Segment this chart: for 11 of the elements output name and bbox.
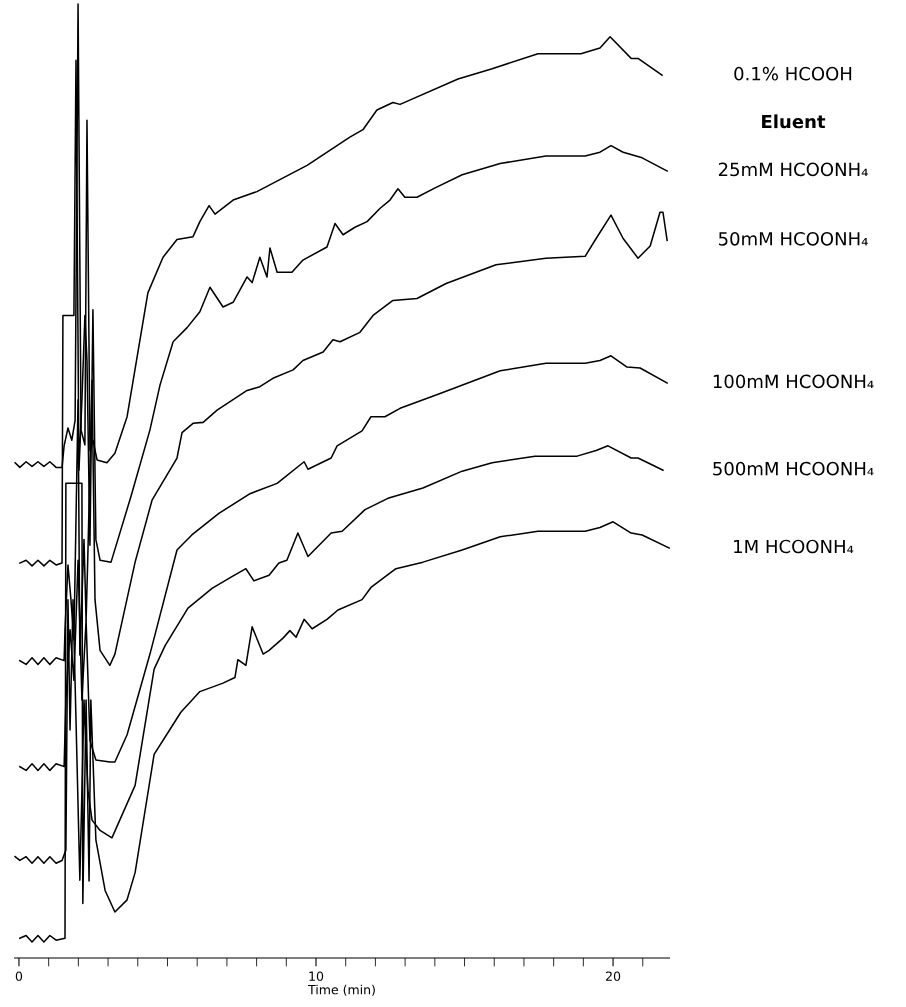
legend-title: Eluent bbox=[762, 114, 826, 129]
x-tick-label: 10 bbox=[309, 971, 324, 981]
x-tick-label: 0 bbox=[15, 971, 23, 981]
x-tick-label: 20 bbox=[606, 971, 621, 981]
text: 25mM HCOONH₄ bbox=[718, 162, 868, 177]
text: 500mM HCOONH₄ bbox=[713, 461, 874, 476]
text: 1M HCOONH₄ bbox=[734, 539, 854, 554]
text: 100mM HCOONH₄ bbox=[713, 374, 874, 389]
text: 0.1% HCOOH bbox=[734, 66, 852, 81]
x-axis-title: Time (min) bbox=[308, 984, 375, 996]
text: 50mM HCOONH₄ bbox=[718, 231, 868, 246]
